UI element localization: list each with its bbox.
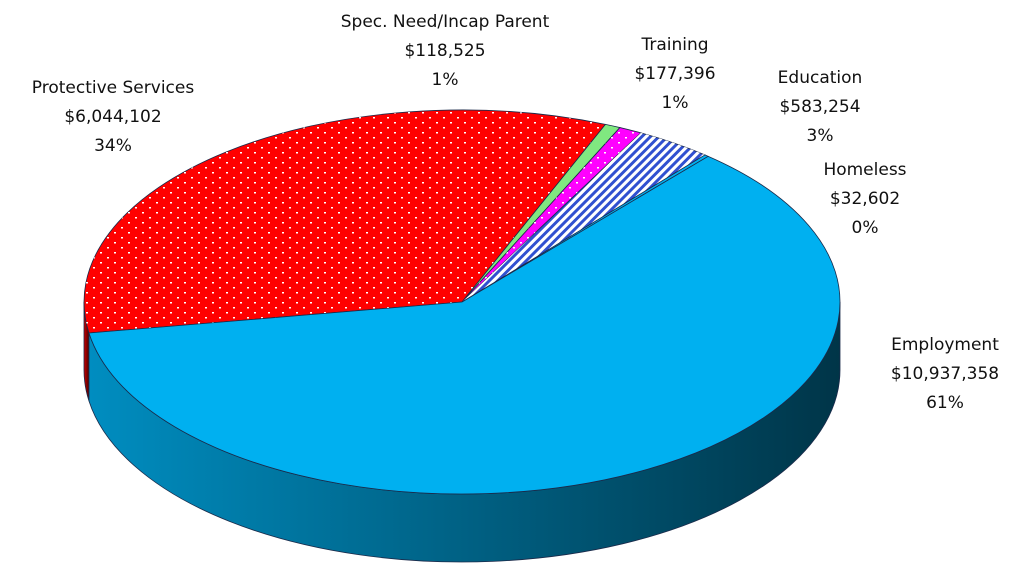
slice bbox=[88, 155, 841, 495]
slice-value-label: $583,254 bbox=[779, 97, 860, 117]
slice-label: Training bbox=[640, 35, 708, 55]
slice-percent-label: 1% bbox=[432, 70, 459, 90]
slice-label: Education bbox=[778, 68, 863, 88]
slice-percent-label: 61% bbox=[926, 393, 964, 413]
slice-label: Spec. Need/Incap Parent bbox=[341, 12, 550, 32]
slice-labels: Protective Services $6,044,102 34% Spec. Ne… bbox=[32, 12, 999, 413]
slice-pattern bbox=[462, 127, 641, 302]
slice-value-label: $10,937,358 bbox=[891, 364, 999, 384]
pie-tops bbox=[83, 109, 841, 495]
slice-percent-label: 0% bbox=[852, 218, 879, 238]
slice-pattern bbox=[84, 110, 606, 334]
slice-label: Employment bbox=[891, 335, 999, 355]
slice-value-label: $177,396 bbox=[634, 64, 715, 84]
slice-label: Protective Services bbox=[32, 78, 195, 98]
slice-value-label: $6,044,102 bbox=[64, 107, 161, 127]
slice-pattern bbox=[462, 132, 705, 302]
slice-percent-label: 3% bbox=[807, 126, 834, 146]
slice-percent-label: 1% bbox=[662, 93, 689, 113]
slice-label: Homeless bbox=[823, 160, 906, 180]
slice-value-label: $118,525 bbox=[404, 41, 485, 61]
slice-percent-label: 34% bbox=[94, 136, 132, 156]
slice-value-label: $32,602 bbox=[830, 189, 900, 209]
